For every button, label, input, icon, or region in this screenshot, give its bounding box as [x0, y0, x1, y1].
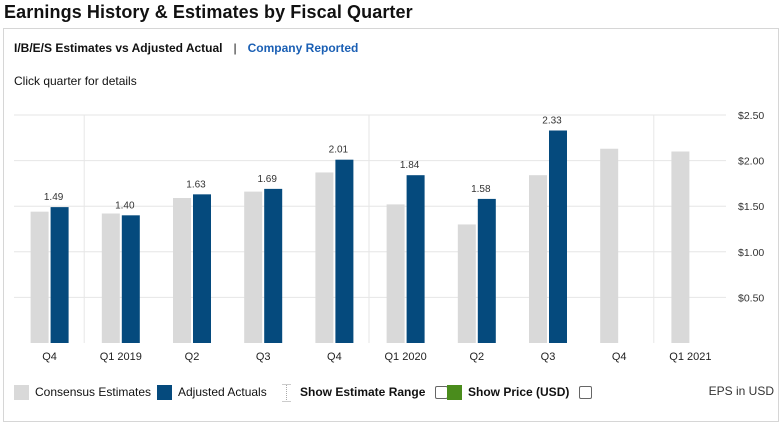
eps-bar-chart: 1.49 1.40 1.63 1.69 2.01 1.84 1.58 2.33 $0.50 $1…	[14, 110, 764, 363]
price-checkbox[interactable]	[579, 385, 593, 399]
units-label: EPS in USD	[708, 384, 774, 398]
actuals-swatch	[157, 384, 172, 400]
x-tick-label: Q2	[185, 351, 200, 363]
tab-ibes-estimates[interactable]: I/B/E/S Estimates vs Adjusted Actual	[14, 41, 223, 55]
price-label: Show Price (USD)	[468, 385, 570, 399]
actual-bar	[193, 194, 211, 343]
x-tick-label: Q1 2021	[669, 351, 711, 363]
legend-actuals[interactable]: Adjusted Actuals	[157, 384, 267, 400]
y-tick-label: $2.00	[738, 156, 764, 168]
price-swatch	[447, 384, 462, 400]
estimate-bar	[671, 151, 690, 343]
actual-bar	[264, 188, 283, 343]
x-tick-label: Q4	[42, 351, 57, 363]
estimate-bar	[600, 148, 619, 343]
page-title: Earnings History & Estimates by Fiscal Q…	[4, 2, 413, 22]
y-tick-label: $2.50	[738, 110, 764, 122]
estimate-bar	[173, 197, 191, 343]
legend-estimates-label: Consensus Estimates	[35, 385, 152, 399]
estimate-range-label: Show Estimate Range	[300, 385, 426, 399]
actual-data-label: 1.49	[44, 192, 64, 203]
y-tick-label: $1.50	[738, 201, 764, 213]
estimate-bar	[457, 224, 476, 343]
x-tick-label: Q2	[469, 351, 484, 363]
actual-data-label: 1.69	[257, 174, 277, 185]
tab-company-reported[interactable]: Company Reported	[247, 41, 359, 55]
chart-hint: Click quarter for details	[14, 74, 137, 88]
x-tick-label: Q4	[327, 351, 342, 363]
x-tick-label: Q1 2019	[100, 351, 142, 363]
estimate-bar	[244, 191, 263, 343]
axis-labels: $0.50 $1.00 $1.50 $2.00 $2.50 Q4 Q1 2019 Q2 Q3 Q4…	[42, 110, 764, 363]
x-tick-label: Q3	[256, 351, 271, 363]
earnings-chart-panel: I/B/E/S Estimates vs Adjusted Actual | C…	[3, 28, 779, 422]
grid-lines	[14, 114, 726, 343]
data-labels: 1.49 1.40 1.63 1.69 2.01 1.84 1.58 2.33	[44, 116, 562, 212]
actual-bar	[121, 215, 140, 343]
actual-bar	[50, 207, 69, 343]
estimate-range-toggle[interactable]: Show Estimate Range	[279, 384, 449, 402]
x-tick-label: Q1 2020	[384, 351, 426, 363]
tab-separator: |	[233, 41, 237, 55]
actual-bar	[335, 159, 354, 343]
chart-legend: Consensus Estimates Adjusted Actuals Sho…	[14, 384, 774, 404]
actual-bar	[477, 198, 496, 343]
actual-data-label: 1.84	[400, 160, 420, 171]
chart-view-tabs: I/B/E/S Estimates vs Adjusted Actual | C…	[14, 41, 358, 55]
estimate-bar	[386, 204, 405, 343]
actual-bar	[406, 175, 425, 343]
x-tick-label: Q4	[612, 351, 627, 363]
actual-data-label: 1.40	[115, 200, 135, 211]
bars	[30, 130, 690, 343]
estimates-swatch	[14, 384, 29, 400]
y-tick-label: $0.50	[738, 292, 764, 304]
actual-bar	[549, 130, 567, 343]
actual-data-label: 1.63	[186, 179, 206, 190]
estimate-bar	[529, 175, 547, 343]
y-tick-label: $1.00	[738, 247, 764, 259]
actual-data-label: 2.33	[542, 116, 562, 127]
estimate-bar	[315, 172, 334, 343]
range-icon	[279, 384, 294, 402]
actual-data-label: 2.01	[329, 145, 349, 156]
legend-actuals-label: Adjusted Actuals	[178, 385, 267, 399]
x-tick-label: Q3	[541, 351, 556, 363]
estimate-bar	[30, 211, 49, 343]
legend-estimates[interactable]: Consensus Estimates	[14, 384, 151, 400]
price-toggle[interactable]: Show Price (USD)	[447, 384, 593, 400]
actual-data-label: 1.58	[471, 184, 491, 195]
estimate-bar	[101, 213, 120, 343]
